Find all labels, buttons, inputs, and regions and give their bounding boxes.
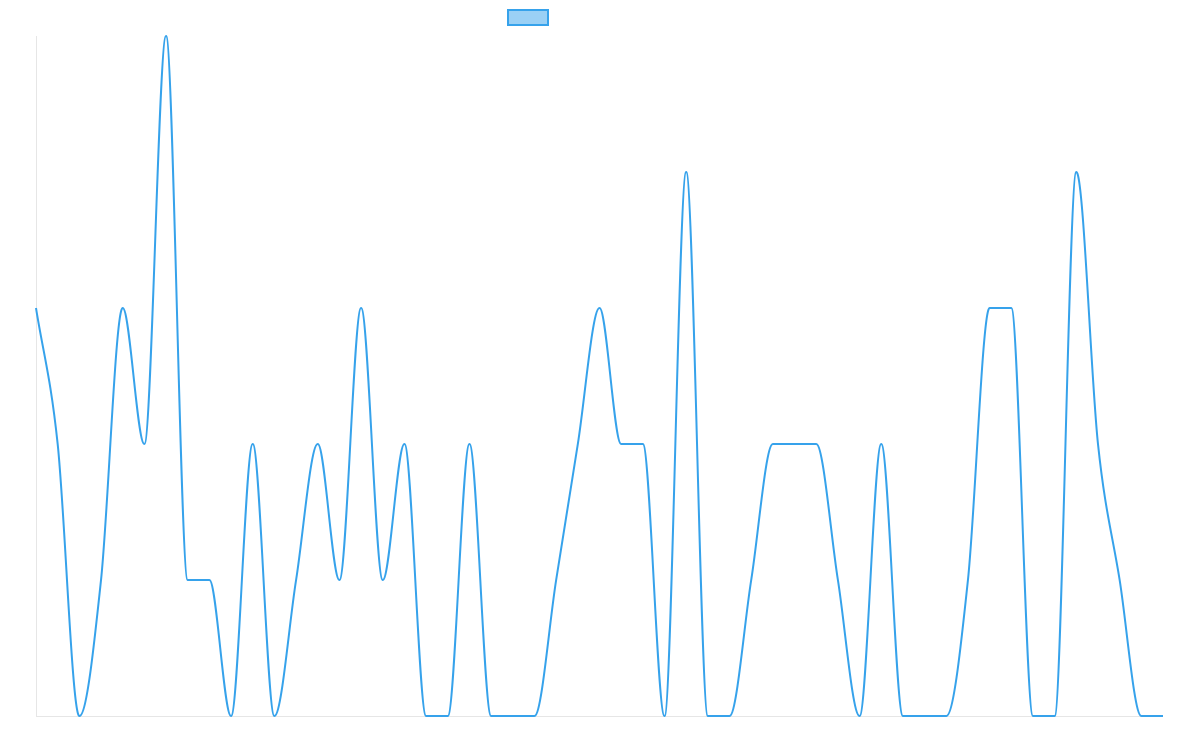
- data-point[interactable]: [835, 577, 841, 583]
- data-point[interactable]: [1008, 305, 1014, 311]
- data-point[interactable]: [662, 713, 668, 719]
- data-point[interactable]: [76, 713, 82, 719]
- data-point[interactable]: [510, 713, 516, 719]
- data-point[interactable]: [683, 169, 689, 175]
- data-point[interactable]: [705, 713, 711, 719]
- data-point[interactable]: [1052, 713, 1058, 719]
- data-point[interactable]: [293, 577, 299, 583]
- data-point[interactable]: [228, 713, 234, 719]
- legend[interactable]: [507, 9, 549, 26]
- data-point[interactable]: [206, 577, 212, 583]
- data-point[interactable]: [618, 441, 624, 447]
- data-point[interactable]: [1073, 169, 1079, 175]
- data-point[interactable]: [1138, 713, 1144, 719]
- data-point[interactable]: [401, 441, 407, 447]
- data-point[interactable]: [748, 577, 754, 583]
- data-point[interactable]: [380, 577, 386, 583]
- data-point[interactable]: [878, 441, 884, 447]
- data-point[interactable]: [987, 305, 993, 311]
- plot-area: [33, 33, 1166, 719]
- data-point[interactable]: [553, 577, 559, 583]
- data-point[interactable]: [315, 441, 321, 447]
- data-point[interactable]: [575, 441, 581, 447]
- data-point[interactable]: [922, 713, 928, 719]
- data-point[interactable]: [531, 713, 537, 719]
- data-point[interactable]: [358, 305, 364, 311]
- data-point[interactable]: [1117, 577, 1123, 583]
- data-point[interactable]: [163, 33, 169, 39]
- data-point[interactable]: [1160, 713, 1166, 719]
- data-point[interactable]: [1030, 713, 1036, 719]
- data-point[interactable]: [792, 441, 798, 447]
- data-point[interactable]: [488, 713, 494, 719]
- data-point[interactable]: [813, 441, 819, 447]
- data-point[interactable]: [98, 577, 104, 583]
- data-point[interactable]: [727, 713, 733, 719]
- data-point[interactable]: [466, 441, 472, 447]
- data-point[interactable]: [185, 577, 191, 583]
- data-point[interactable]: [1095, 441, 1101, 447]
- data-point[interactable]: [770, 441, 776, 447]
- data-point[interactable]: [271, 713, 277, 719]
- series-line-0: [35, 35, 1163, 717]
- data-point[interactable]: [250, 441, 256, 447]
- data-point[interactable]: [943, 713, 949, 719]
- data-point[interactable]: [857, 713, 863, 719]
- data-point[interactable]: [640, 441, 646, 447]
- data-point[interactable]: [423, 713, 429, 719]
- data-point[interactable]: [900, 713, 906, 719]
- data-point[interactable]: [33, 305, 39, 311]
- data-point[interactable]: [965, 577, 971, 583]
- data-point[interactable]: [445, 713, 451, 719]
- data-point[interactable]: [141, 441, 147, 447]
- data-point[interactable]: [120, 305, 126, 311]
- legend-swatch[interactable]: [507, 9, 549, 26]
- data-point[interactable]: [336, 577, 342, 583]
- data-point[interactable]: [55, 441, 61, 447]
- data-point[interactable]: [597, 305, 603, 311]
